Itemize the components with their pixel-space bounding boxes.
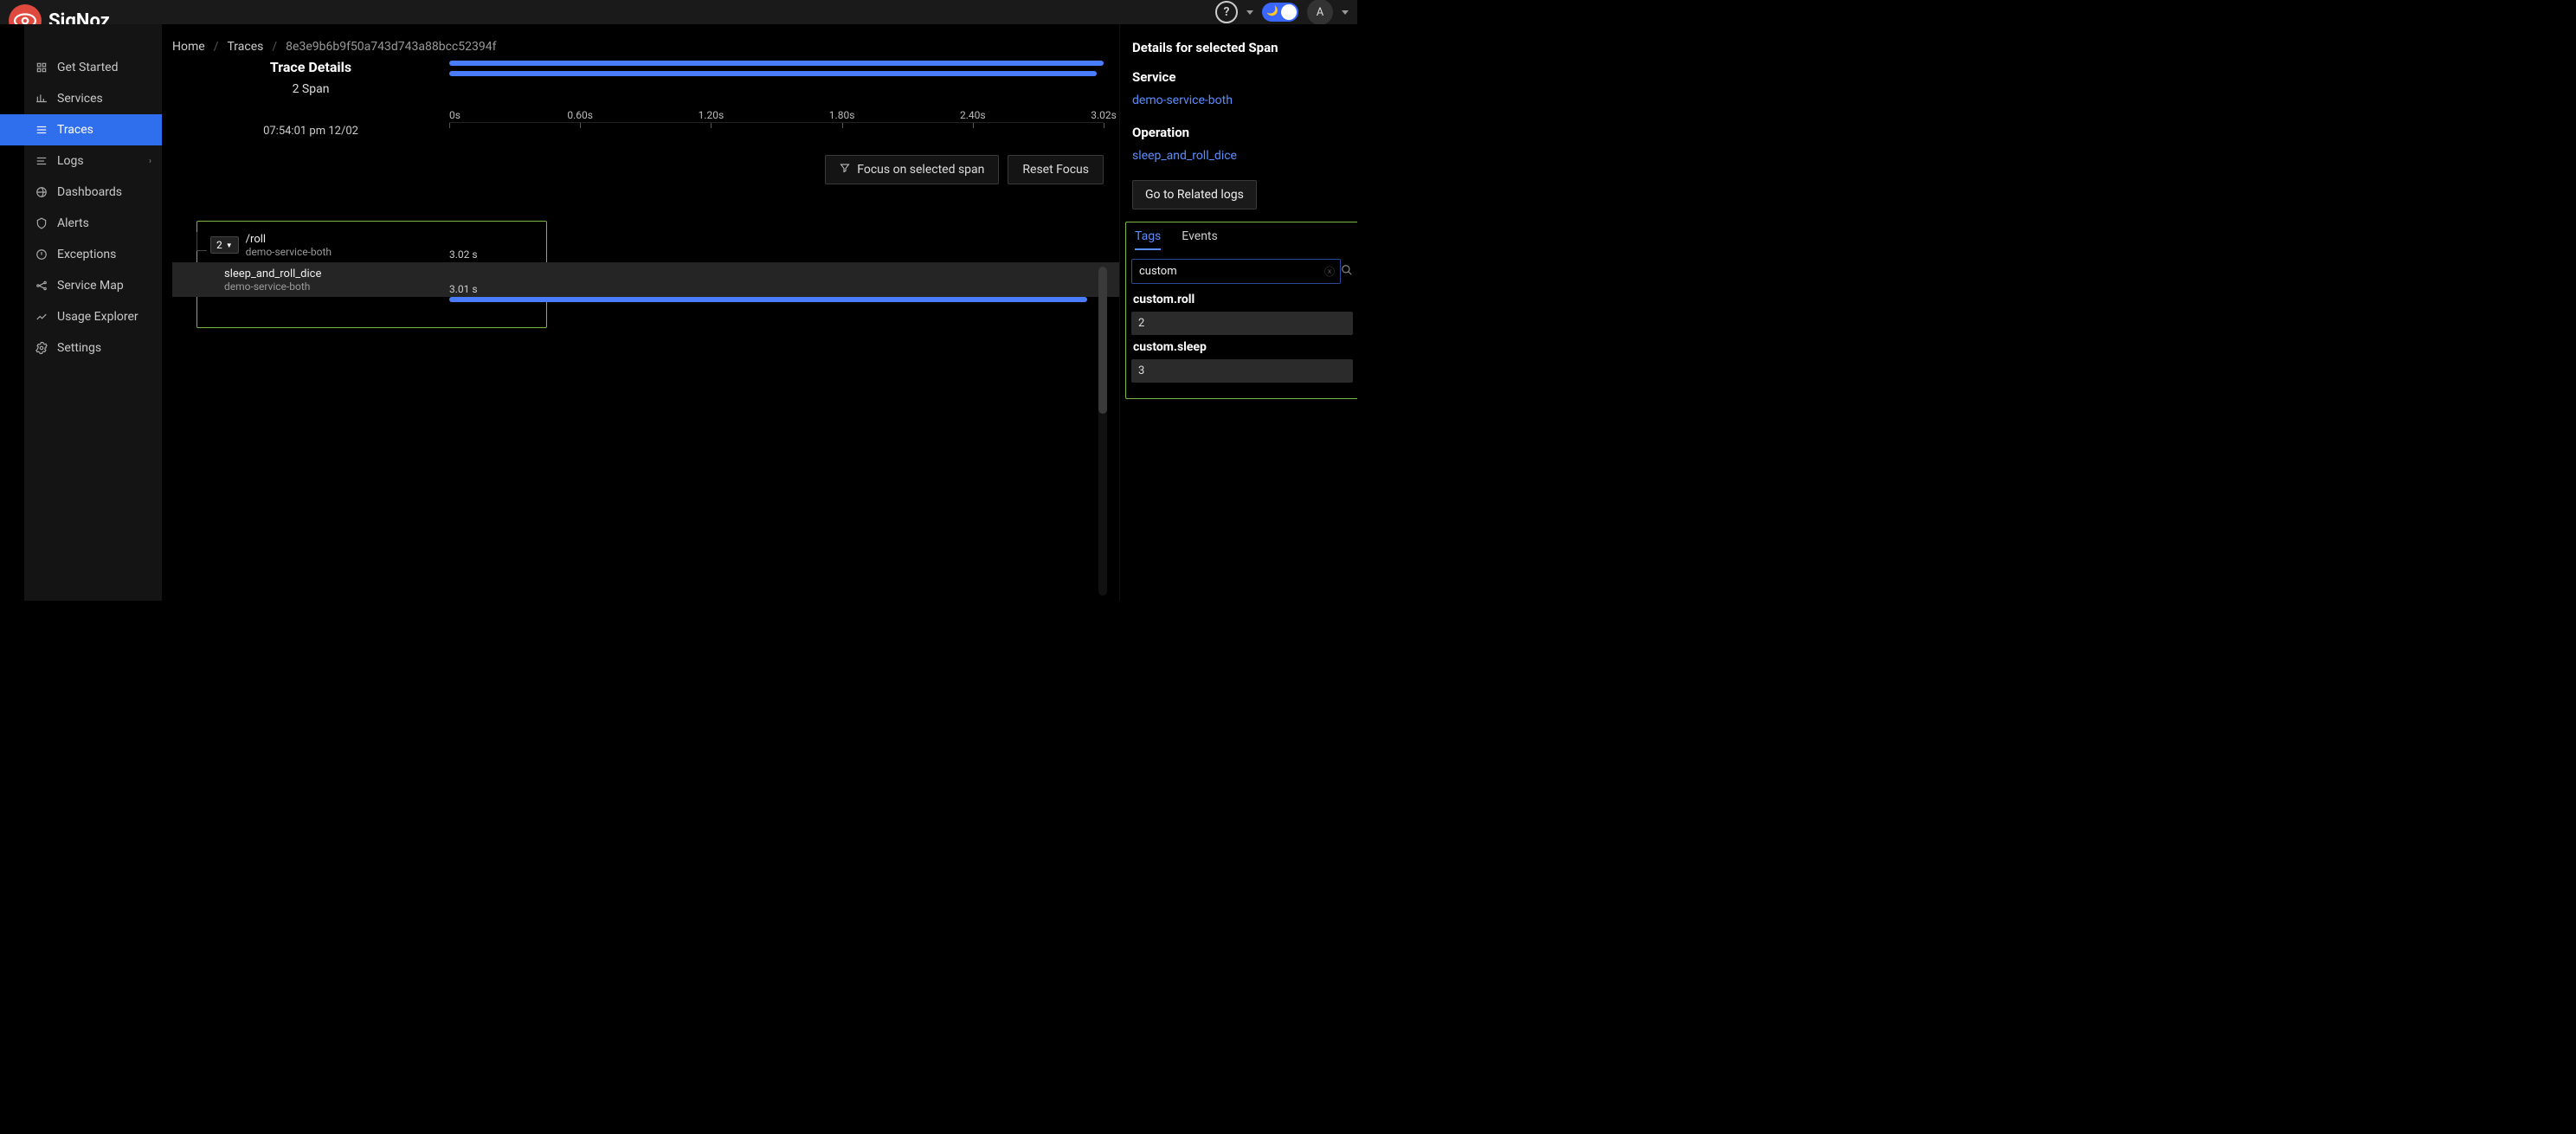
- details-title: Details for selected Span: [1132, 40, 1352, 55]
- sidebar-item-service-map[interactable]: Service Map: [24, 270, 162, 301]
- filter-icon: [840, 163, 850, 177]
- avatar-caret-icon[interactable]: [1342, 10, 1349, 15]
- sidebar-item-label: Traces: [57, 123, 93, 137]
- sidebar-item-label: Logs: [57, 154, 84, 168]
- sidebar-icon: [35, 248, 48, 261]
- trace-title: Trace Details: [172, 59, 449, 75]
- sidebar: Get Started Services Traces Logs › Dashboards…: [24, 24, 162, 601]
- sidebar-item-settings[interactable]: Settings: [24, 332, 162, 364]
- service-label: Service: [1132, 69, 1352, 85]
- sidebar-item-services[interactable]: Services: [24, 83, 162, 114]
- sidebar-item-dashboards[interactable]: Dashboards: [24, 177, 162, 208]
- span-bar[interactable]: [449, 297, 1087, 302]
- span-row[interactable]: 2▼ /rolldemo-service-both 3.02 s: [172, 228, 1119, 262]
- span-service: demo-service-both: [224, 280, 321, 293]
- tab-tags[interactable]: Tags: [1135, 229, 1161, 250]
- sidebar-item-alerts[interactable]: Alerts: [24, 208, 162, 239]
- operation-link[interactable]: sleep_and_roll_dice: [1132, 149, 1352, 163]
- focus-span-label: Focus on selected span: [857, 163, 984, 177]
- breadcrumb-sep: /: [214, 40, 219, 54]
- span-name: sleep_and_roll_dice: [224, 267, 321, 280]
- sidebar-item-label: Settings: [57, 341, 101, 355]
- ruler-tick-label: 2.40s: [960, 109, 986, 121]
- focus-span-button[interactable]: Focus on selected span: [825, 155, 999, 184]
- sidebar-item-label: Services: [57, 92, 103, 106]
- ruler-tick-label: 3.02s: [1091, 109, 1117, 121]
- spans-list: 2▼/rolldemo-service-both3.02 ssleep_and_…: [172, 228, 1119, 297]
- breadcrumb-trace-id: 8e3e9b6b9f50a743d743a88bcc52394f: [286, 40, 496, 54]
- tag-value: 2: [1131, 312, 1353, 335]
- ruler-tick-label: 0s: [449, 109, 460, 121]
- ruler-tick-label: 1.80s: [829, 109, 855, 121]
- related-logs-button[interactable]: Go to Related logs: [1132, 180, 1257, 209]
- sidebar-item-logs[interactable]: Logs ›: [24, 145, 162, 177]
- tag-key: custom.roll: [1133, 293, 1353, 306]
- span-name: /roll: [246, 233, 332, 246]
- moon-icon: 🌙: [1266, 5, 1278, 16]
- breadcrumb-sep: /: [272, 40, 277, 54]
- ruler-tick-label: 0.60s: [567, 109, 593, 121]
- breadcrumb-home[interactable]: Home: [172, 40, 205, 54]
- chevron-right-icon: ›: [149, 157, 151, 166]
- sidebar-item-label: Dashboards: [57, 185, 122, 199]
- sidebar-item-usage-explorer[interactable]: Usage Explorer: [24, 301, 162, 332]
- reset-focus-button[interactable]: Reset Focus: [1008, 155, 1104, 184]
- sidebar-icon: [35, 216, 48, 230]
- sidebar-icon: [35, 341, 48, 355]
- sidebar-item-traces[interactable]: Traces: [0, 114, 162, 145]
- span-duration: 3.02 s: [449, 248, 478, 261]
- sidebar-icon: [35, 61, 48, 74]
- sidebar-item-exceptions[interactable]: Exceptions: [24, 239, 162, 270]
- details-panel: Details for selected Span Service demo-s…: [1119, 24, 1357, 601]
- sidebar-icon: [35, 310, 48, 324]
- span-row[interactable]: sleep_and_roll_dicedemo-service-both 3.01…: [172, 262, 1119, 297]
- span-service: demo-service-both: [246, 246, 332, 258]
- span-duration: 3.01 s: [449, 283, 478, 295]
- scrollbar[interactable]: [1098, 267, 1107, 596]
- sidebar-icon: [35, 92, 48, 106]
- span-count: 2 Span: [172, 82, 449, 96]
- sidebar-icon: [35, 154, 48, 168]
- time-ruler: 0s0.60s1.20s1.80s2.40s3.02s: [449, 122, 1104, 139]
- sidebar-item-label: Exceptions: [57, 248, 116, 261]
- breadcrumb: Home / Traces / 8e3e9b6b9f50a743d743a88b…: [172, 40, 1119, 54]
- sidebar-icon: [35, 123, 48, 137]
- span-children-badge[interactable]: 2▼: [210, 236, 239, 254]
- sidebar-item-label: Get Started: [57, 61, 119, 74]
- reset-focus-label: Reset Focus: [1022, 163, 1089, 177]
- clear-icon[interactable]: ⓧ: [1323, 264, 1336, 279]
- trace-timestamp: 07:54:01 pm 12/02: [172, 125, 449, 138]
- sidebar-icon: [35, 279, 48, 293]
- sidebar-item-label: Alerts: [57, 216, 89, 230]
- breadcrumb-traces[interactable]: Traces: [227, 40, 263, 54]
- service-link[interactable]: demo-service-both: [1132, 93, 1352, 107]
- avatar[interactable]: A: [1307, 0, 1333, 25]
- sidebar-icon: [35, 185, 48, 199]
- toggle-knob: [1281, 4, 1297, 20]
- tag-key: custom.sleep: [1133, 340, 1353, 354]
- help-icon[interactable]: ?: [1215, 1, 1238, 23]
- tags-panel: Tags Events ⓧ custom.roll 2 custom.sleep 3: [1125, 222, 1357, 399]
- sidebar-item-label: Service Map: [57, 279, 124, 293]
- tags-filter-input[interactable]: [1131, 259, 1341, 284]
- tab-events[interactable]: Events: [1182, 229, 1217, 250]
- sidebar-item-label: Usage Explorer: [57, 310, 138, 324]
- help-caret-icon[interactable]: [1246, 10, 1253, 15]
- ruler-tick-label: 1.20s: [699, 109, 724, 121]
- minimap[interactable]: [449, 59, 1104, 80]
- theme-toggle[interactable]: 🌙: [1262, 3, 1298, 22]
- operation-label: Operation: [1132, 125, 1352, 140]
- search-icon[interactable]: [1341, 264, 1353, 280]
- sidebar-item-get-started[interactable]: Get Started: [24, 52, 162, 83]
- tag-value: 3: [1131, 359, 1353, 383]
